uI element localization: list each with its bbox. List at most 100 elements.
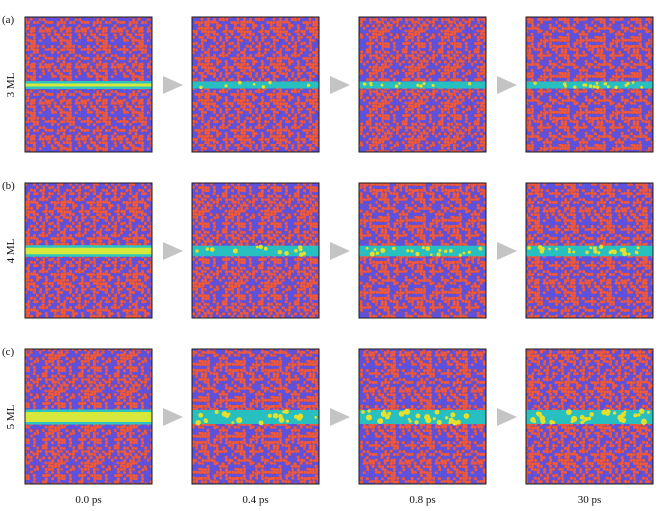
layer-atom <box>585 250 589 255</box>
layer-atom <box>277 249 283 255</box>
thickness-label: 3 ML <box>5 72 17 97</box>
snapshot-border <box>358 348 487 485</box>
layer-atom <box>267 413 272 418</box>
layer-atom <box>380 411 387 418</box>
arrow <box>330 76 350 94</box>
layer-atom <box>232 248 238 254</box>
layer-atom <box>402 410 407 415</box>
layer-atom <box>549 419 554 425</box>
layer-atom <box>612 411 617 415</box>
layer-atom <box>431 83 435 87</box>
arrow <box>163 76 183 94</box>
layer-atom <box>416 83 420 87</box>
layer <box>25 83 152 87</box>
layer-atom <box>533 420 537 424</box>
layer-atom <box>646 410 651 414</box>
layer <box>359 81 486 89</box>
layer-atom <box>214 410 219 415</box>
layer-atom <box>589 412 594 417</box>
layer-atom <box>606 85 610 89</box>
layer-atom <box>627 252 631 256</box>
snapshot-border <box>24 16 153 153</box>
layer-atom <box>595 81 599 85</box>
layer-atom <box>579 414 585 420</box>
snapshot <box>191 16 320 153</box>
layer-atom <box>458 253 462 257</box>
layer <box>25 247 152 255</box>
layer-atom <box>634 250 639 255</box>
arrow <box>330 408 350 426</box>
layer-atom <box>296 415 302 421</box>
layer-atom <box>199 85 203 90</box>
snapshot-border <box>358 16 487 153</box>
layer-atom <box>637 413 641 417</box>
layer-atom <box>394 84 399 88</box>
layer-atom <box>450 419 456 425</box>
layer-atom <box>255 245 259 249</box>
thickness-label: 4 ML <box>5 238 17 263</box>
layer-atom <box>567 409 572 414</box>
snapshot <box>24 16 153 153</box>
panel-label: (c) <box>2 346 15 358</box>
layer-atom <box>314 416 318 419</box>
layer-atom <box>362 82 366 86</box>
snapshot-border <box>525 348 654 485</box>
layer-atom <box>387 411 392 416</box>
layer-atom <box>443 249 448 254</box>
layer <box>526 245 653 257</box>
layer-atom <box>410 249 414 253</box>
layer <box>359 245 486 257</box>
layer-atom <box>422 82 426 86</box>
layer-atom <box>438 248 442 253</box>
layer-atom <box>231 421 235 424</box>
layer-atom <box>382 409 386 413</box>
snapshot-border <box>358 182 487 319</box>
layer-atom <box>298 247 303 252</box>
snapshot-border <box>191 16 320 153</box>
layer-atom <box>610 249 615 254</box>
layer-atom <box>573 85 577 89</box>
layer-atom <box>587 416 592 421</box>
layer-atom <box>252 82 256 86</box>
time-label: 30 ps <box>578 494 602 506</box>
layer-atom <box>419 84 423 88</box>
layer-atom <box>463 413 470 419</box>
layer-atom <box>599 244 604 249</box>
layer-atom <box>567 250 571 254</box>
layer-atom <box>448 421 452 425</box>
snapshot <box>525 16 654 153</box>
layer-atom <box>209 247 215 252</box>
layer-atom <box>623 410 627 414</box>
layer-atom <box>641 418 647 424</box>
layer-atom <box>268 80 272 85</box>
layer-atom <box>595 85 600 90</box>
arrow <box>497 242 517 260</box>
snapshot <box>191 182 320 319</box>
layer-atom <box>436 419 442 425</box>
layer-atom <box>564 84 567 88</box>
layer-atom <box>380 248 386 254</box>
snapshot <box>358 16 487 153</box>
layer-atom <box>467 82 472 86</box>
snapshot <box>24 182 153 319</box>
time-label: 0.0 ps <box>75 494 101 506</box>
layer-atom <box>236 417 243 424</box>
layer <box>192 245 319 257</box>
layer-atom <box>584 83 588 87</box>
layer-atom <box>408 419 412 423</box>
layer-atom <box>278 413 283 419</box>
layer-atom <box>620 417 627 423</box>
layer-atom <box>540 418 546 424</box>
snapshot-border <box>191 348 320 485</box>
layer-atom <box>365 414 372 421</box>
layer-atom <box>369 251 375 257</box>
layer-atom <box>258 244 263 250</box>
layer-atom <box>425 246 431 251</box>
layer-atom <box>527 246 532 250</box>
layer <box>25 412 152 422</box>
layer-atom <box>572 250 576 254</box>
layer-atom <box>377 418 384 425</box>
layer-atom <box>224 413 230 418</box>
layer-atom <box>415 251 420 257</box>
